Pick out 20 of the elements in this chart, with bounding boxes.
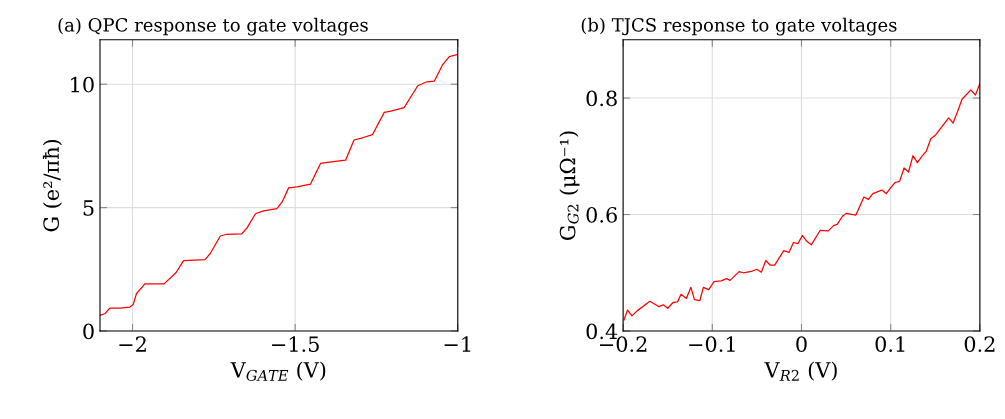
x-tick-label: 0.1 — [875, 336, 905, 352]
y-tick-label: 10 — [71, 76, 94, 93]
line-series — [623, 82, 980, 321]
x-tick-label: −0.1 — [689, 336, 735, 352]
x-tick-label: 0 — [796, 336, 807, 352]
y-tick-label: 0.8 — [586, 90, 617, 107]
y-axis-title: G (e²/πħ) — [42, 139, 62, 232]
x-axis-title: V$_{GATE}$ (V) — [230, 361, 326, 381]
y-tick-label: 0.6 — [586, 206, 617, 223]
x-tick-label: 0.2 — [964, 336, 995, 352]
x-axis-title: V$_{R2}$ (V) — [764, 361, 837, 381]
chart-title: (b) TJCS response to gate voltages — [581, 17, 897, 36]
x-tick-label: −1 — [444, 336, 471, 352]
x-tick-label: −1.5 — [272, 336, 319, 352]
y-tick-label: 5 — [83, 200, 94, 216]
chart-title: (a) QPC response to gate voltages — [58, 17, 368, 36]
y-tick-label: 0 — [83, 323, 94, 340]
line-series — [100, 53, 458, 316]
y-axis-title: G$_{G2}$ (μΩ⁻¹) — [559, 131, 580, 240]
x-tick-label: −2 — [119, 336, 146, 352]
